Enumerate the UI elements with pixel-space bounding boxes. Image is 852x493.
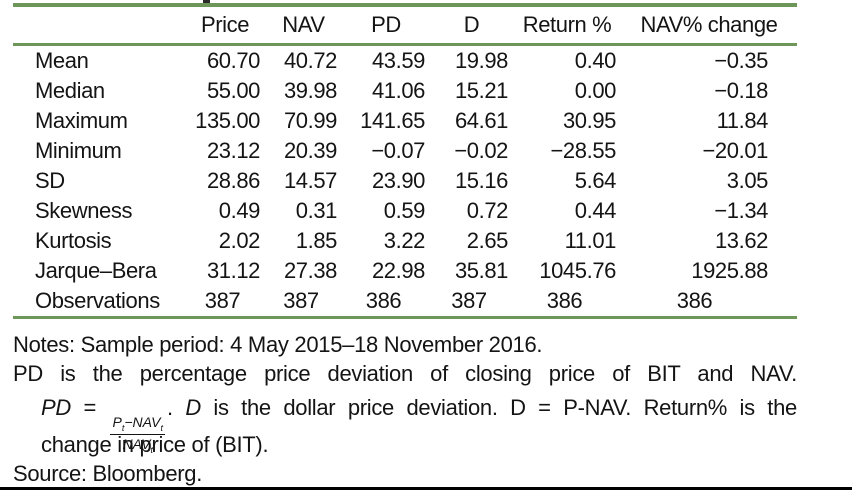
- notes-formula-line: PD = Pt−NAVt NAVt. D is the dollar price …: [41, 388, 797, 455]
- fraction-numerator: Pt−NAVt: [110, 414, 166, 436]
- table-row: Mean 60.70 40.72 43.59 19.98 0.40 −0.35: [13, 45, 797, 77]
- formula-equals: =: [70, 395, 109, 420]
- formula-period: .: [167, 395, 186, 420]
- value-cell: −0.07: [371, 138, 425, 163]
- value-cell: 28.86: [206, 168, 260, 193]
- table-notes: Notes: Sample period: 4 May 2015–18 Nove…: [13, 330, 797, 488]
- value-cell: 141.65: [360, 108, 425, 133]
- value-cell: 135.00: [195, 108, 260, 133]
- value-cell: 15.21: [454, 78, 508, 103]
- value-cell: −0.35: [714, 48, 768, 73]
- notes-continuation-line: change in price of (BIT).: [41, 432, 269, 457]
- table-header-row: Price NAV PD D Return % NAV% change: [13, 5, 797, 46]
- value-cell: 2.65: [466, 228, 509, 253]
- value-cell: 3.05: [726, 168, 769, 193]
- d-symbol: D: [185, 395, 201, 420]
- table-body: Mean 60.70 40.72 43.59 19.98 0.40 −0.35 Median 5…: [13, 45, 797, 318]
- value-cell: 39.98: [283, 78, 337, 103]
- value-cell: 13.62: [714, 228, 768, 253]
- value-cell: 30.95: [562, 108, 616, 133]
- value-cell: 387: [283, 288, 319, 313]
- pd-fraction: Pt−NAVt NAVt: [110, 414, 166, 455]
- value-cell: 3.22: [383, 228, 426, 253]
- column-header-d: D: [430, 5, 513, 46]
- row-label: SD: [35, 168, 65, 193]
- table-row: Observations 387 387 386 387 386 386: [13, 286, 797, 318]
- column-header-nav: NAV: [265, 5, 342, 46]
- value-cell: 386: [676, 288, 713, 313]
- value-cell: 20.39: [283, 138, 337, 163]
- value-cell: 0.49: [218, 198, 261, 223]
- value-cell: 19.98: [454, 48, 508, 73]
- value-cell: 43.59: [371, 48, 425, 73]
- value-cell: 41.06: [371, 78, 425, 103]
- descriptive-statistics-table: Price NAV PD D Return % NAV% change Mean…: [13, 3, 797, 319]
- value-cell: 5.64: [574, 168, 617, 193]
- value-cell: 27.38: [283, 258, 337, 283]
- value-cell: 0.40: [574, 48, 617, 73]
- value-cell: 60.70: [206, 48, 260, 73]
- value-cell: 0.59: [383, 198, 426, 223]
- column-header-nav-pct-change: NAV% change: [621, 5, 797, 46]
- value-cell: 11.01: [564, 228, 617, 253]
- table-row: Median 55.00 39.98 41.06 15.21 0.00 −0.18: [13, 76, 797, 106]
- value-cell: 1925.88: [691, 258, 768, 283]
- value-cell: 0.00: [574, 78, 617, 103]
- row-label: Mean: [35, 48, 89, 73]
- column-header-pd: PD: [342, 5, 430, 46]
- table-row: Jarque–Bera 31.12 27.38 22.98 35.81 1045.76 19…: [13, 256, 797, 286]
- value-cell: 40.72: [283, 48, 337, 73]
- value-cell: 2.02: [218, 228, 261, 253]
- row-label: Jarque–Bera: [35, 258, 157, 283]
- value-cell: 55.00: [206, 78, 260, 103]
- value-cell: 23.90: [371, 168, 425, 193]
- value-cell: 22.98: [371, 258, 425, 283]
- value-cell: 15.16: [454, 168, 508, 193]
- row-label: Kurtosis: [35, 228, 112, 253]
- value-cell: 387: [451, 288, 487, 313]
- row-label: Minimum: [35, 138, 122, 163]
- notes-source-line: Source: Bloomberg.: [13, 461, 203, 486]
- value-cell: 11.84: [716, 108, 769, 133]
- value-cell: 387: [204, 288, 241, 313]
- value-cell: −0.18: [714, 78, 768, 103]
- value-cell: −28.55: [550, 138, 616, 163]
- value-cell: 0.72: [466, 198, 509, 223]
- value-cell: 31.12: [206, 258, 260, 283]
- value-cell: 386: [546, 288, 583, 313]
- value-cell: 0.44: [574, 198, 617, 223]
- value-cell: 14.57: [283, 168, 337, 193]
- table-row: Kurtosis 2.02 1.85 3.22 2.65 11.01 13.62: [13, 226, 797, 256]
- notes-d-definition: is the dollar price deviation. D = P-NAV…: [200, 395, 797, 420]
- value-cell: −0.02: [454, 138, 508, 163]
- value-cell: 35.81: [454, 258, 508, 283]
- value-cell: 23.12: [206, 138, 260, 163]
- row-label: Maximum: [35, 108, 128, 133]
- column-header-return-pct: Return %: [513, 5, 621, 46]
- value-cell: 70.99: [283, 108, 337, 133]
- notes-sample-period-line: Notes: Sample period: 4 May 2015–18 Nove…: [13, 332, 543, 357]
- value-cell: −20.01: [702, 138, 768, 163]
- value-cell: 1045.76: [539, 258, 616, 283]
- value-cell: −1.34: [714, 198, 768, 223]
- value-cell: 64.61: [454, 108, 508, 133]
- row-label: Observations: [35, 288, 160, 313]
- fraction-denominator: NAVt: [122, 436, 154, 455]
- table-row: Maximum 135.00 70.99 141.65 64.61 30.95 11.84: [13, 106, 797, 136]
- table-row: Skewness 0.49 0.31 0.59 0.72 0.44 −1.34: [13, 196, 797, 226]
- row-label: Median: [35, 78, 105, 103]
- value-cell: 386: [365, 288, 402, 313]
- table-row: Minimum 23.12 20.39 −0.07 −0.02 −28.55 −20.01: [13, 136, 797, 166]
- formula-lhs: PD: [41, 395, 71, 420]
- page-bottom-rule: [0, 487, 852, 490]
- table-row: SD 28.86 14.57 23.90 15.16 5.64 3.05: [13, 166, 797, 196]
- value-cell: 0.31: [295, 198, 338, 223]
- cropped-title-descender-artifact: [203, 0, 210, 3]
- column-header-price: Price: [185, 5, 265, 46]
- notes-pd-definition-line: PD is the percentage price deviation of …: [13, 361, 797, 386]
- column-header-empty: [13, 5, 185, 46]
- row-label: Skewness: [35, 198, 133, 223]
- value-cell: 1.85: [295, 228, 338, 253]
